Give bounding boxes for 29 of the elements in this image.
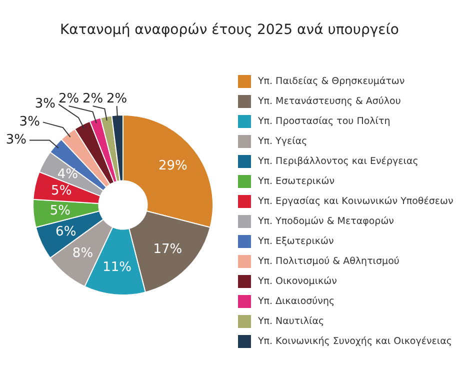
legend-label: Υπ. Παιδείας & Θρησκευμάτων — [258, 76, 405, 86]
legend-label: Υπ. Εξωτερικών — [258, 236, 334, 246]
data-label: 29% — [158, 158, 188, 174]
data-label: 17% — [153, 242, 182, 258]
chart-title: Κατανομή αναφορών έτους 2025 ανά υπουργείο — [58, 22, 400, 38]
data-label: 4% — [57, 166, 78, 182]
data-label: 6% — [56, 224, 76, 240]
data-label: 2% — [58, 91, 80, 106]
data-label: 3% — [19, 114, 40, 130]
legend-label: Υπ. Περιβάλλοντος και Ενέργειας — [258, 156, 418, 166]
legend-label: Υπ. Εργασίας και Κοινωνικών Υποθέσεων — [258, 196, 454, 206]
legend-label: Υπ. Κοινωνικής Συνοχής και Οικογένειας — [258, 336, 452, 346]
data-label: 5% — [50, 203, 70, 218]
legend-label: Υπ. Ναυτιλίας — [258, 316, 324, 326]
data-label: 3% — [6, 132, 26, 148]
data-label: 3% — [34, 96, 56, 112]
legend-label: Υπ. Πολιτισμού & Αθλητισμού — [258, 256, 400, 266]
legend-label: Υπ. Εσωτερικών — [258, 176, 335, 186]
legend-label: Υπ. Δικαιοσύνης — [258, 296, 335, 306]
data-label: 8% — [72, 246, 94, 262]
data-label: 2% — [82, 91, 104, 106]
data-label: 11% — [102, 260, 132, 276]
data-label: 2% — [106, 91, 128, 106]
legend-label: Υπ. Υποδομών & Μεταφορών — [258, 216, 394, 226]
legend-label: Υπ. Οικονομικών — [258, 276, 337, 286]
legend-label: Υπ. Μετανάστευσης & Ασύλου — [258, 96, 401, 106]
legend-label: Υπ. Υγείας — [258, 136, 308, 146]
legend-label: Υπ. Προστασίας του Πολίτη — [258, 116, 390, 126]
data-label: 5% — [51, 184, 72, 199]
